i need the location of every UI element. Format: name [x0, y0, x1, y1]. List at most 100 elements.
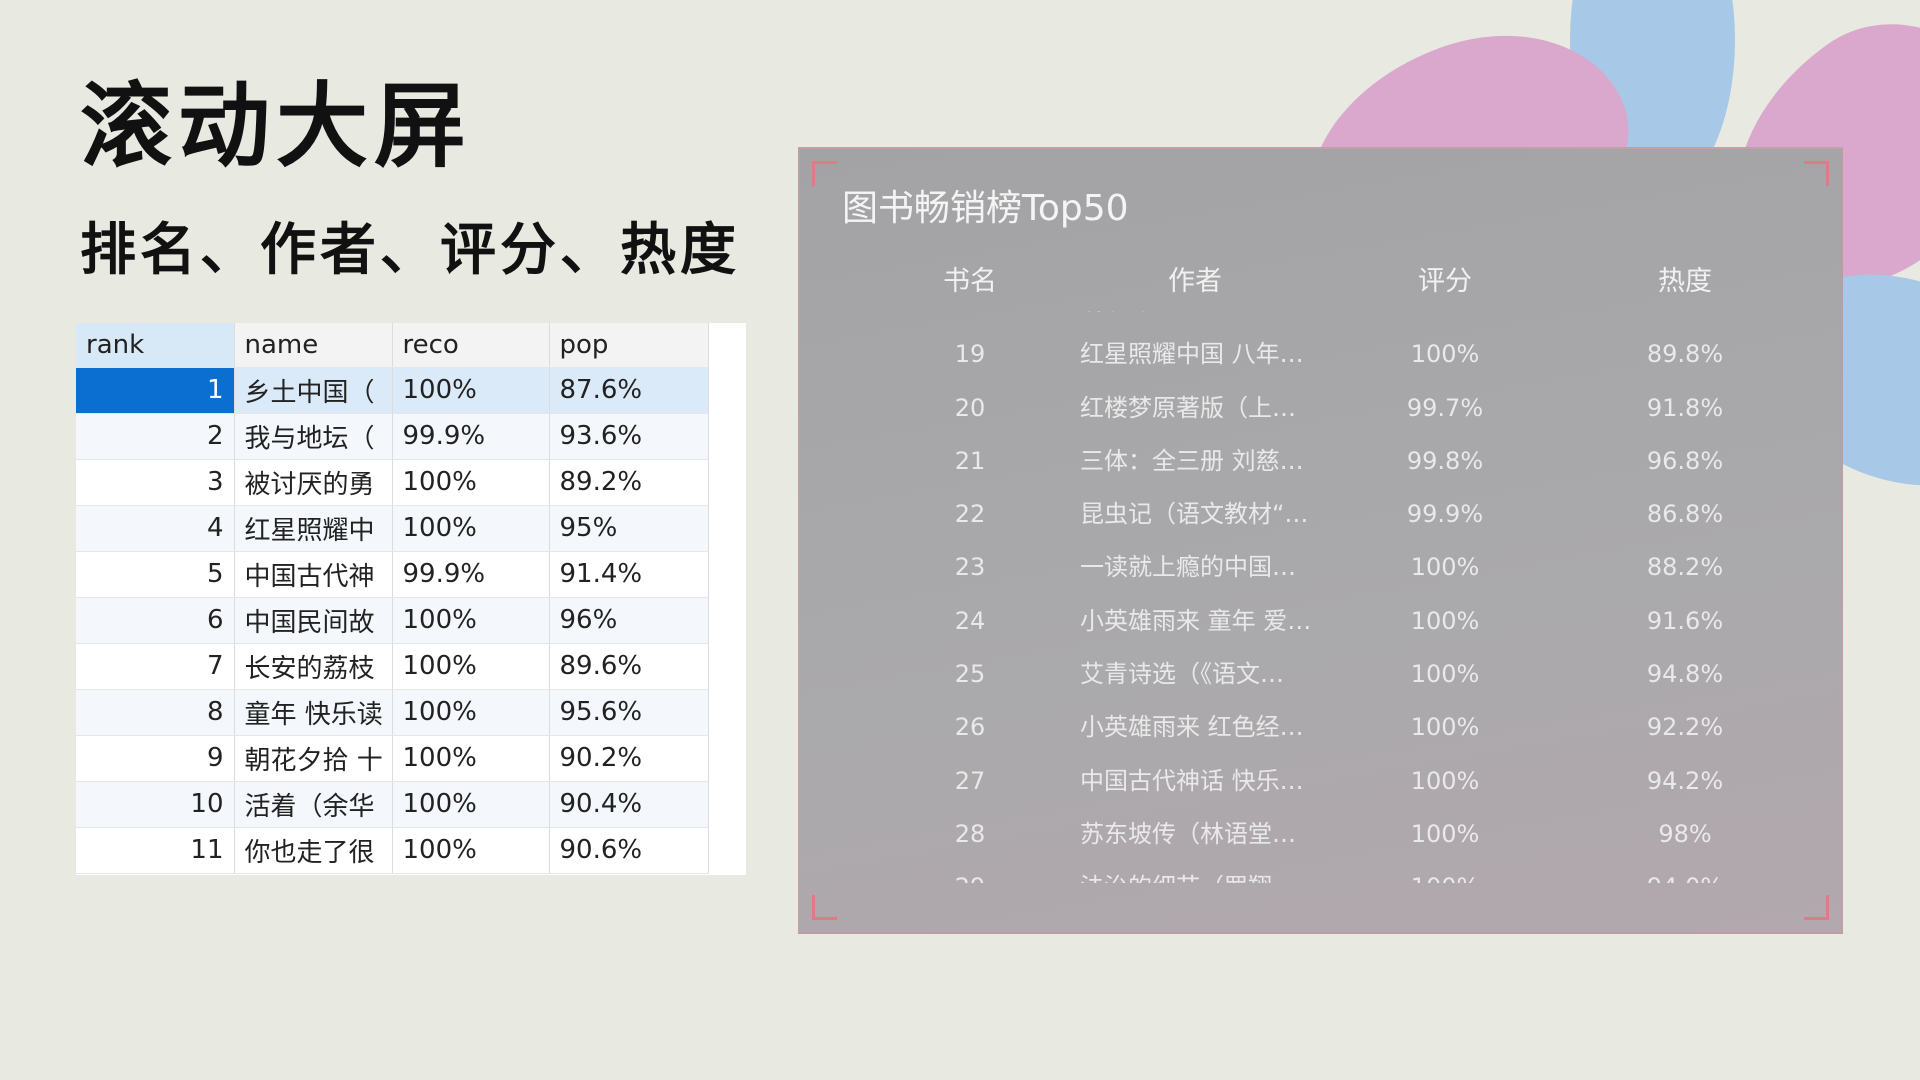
cell-name[interactable]: 朝花夕拾 十	[234, 735, 393, 782]
cell-pop[interactable]: 96%	[549, 597, 709, 644]
dashboard-cell-rank: 19	[954, 340, 986, 369]
dashboard-cell-pop: 96.8%	[1646, 446, 1724, 475]
cell-reco[interactable]: 100%	[392, 827, 550, 874]
cell-name[interactable]: 中国民间故	[234, 597, 393, 644]
dashboard-cell-rank: 26	[954, 713, 986, 742]
cell-pop[interactable]: 89.2%	[549, 459, 709, 506]
cell-pop[interactable]: 90.6%	[549, 827, 709, 874]
cell-name[interactable]: 活着（余华	[234, 781, 393, 828]
cell-pop[interactable]: 90.2%	[549, 735, 709, 782]
table-row[interactable]: 3 被讨厌的勇 100% 89.2%	[76, 459, 709, 506]
dashboard-row: 26 小英雄雨来 红色经… 100% 92.2%	[800, 701, 1841, 754]
cell-rank[interactable]: 10	[76, 781, 235, 828]
dashboard-header-row: 书名 作者 评分 热度	[800, 259, 1841, 309]
dashboard-cell-pop: 94.2%	[1646, 766, 1724, 795]
column-header-rank[interactable]: rank	[76, 323, 235, 368]
grid-header-row: rank name reco pop	[76, 323, 709, 368]
table-row[interactable]: 6 中国民间故 100% 96%	[76, 597, 709, 644]
table-row[interactable]: 11 你也走了很 100% 90.6%	[76, 827, 709, 874]
dashboard-cell-rank: 24	[954, 606, 986, 635]
dashboard-cell-pop: 92.2%	[1646, 713, 1724, 742]
cell-reco[interactable]: 100%	[392, 781, 550, 828]
slide-title: 滚动大屏	[80, 73, 473, 180]
cell-rank[interactable]: 5	[76, 551, 235, 598]
dashboard-cell-pop: 86.8%	[1646, 500, 1724, 529]
cell-reco[interactable]: 100%	[392, 689, 550, 736]
cell-name[interactable]: 被讨厌的勇	[234, 459, 393, 506]
dashboard-cell-name: 小英雄雨来 童年 爱…	[1080, 606, 1312, 635]
cell-reco[interactable]: 99.9%	[392, 413, 550, 460]
cell-rank[interactable]: 11	[76, 827, 235, 874]
cell-rank[interactable]: 3	[76, 459, 235, 506]
dashboard-cell-pop: 94.0%	[1600, 861, 1770, 883]
cell-reco[interactable]: 100%	[392, 505, 550, 552]
column-header-name[interactable]: name	[234, 323, 393, 368]
table-row[interactable]: 10 活着（余华 100% 90.4%	[76, 781, 709, 828]
cell-reco[interactable]: 99.9%	[392, 551, 550, 598]
dashboard-cell-reco: 100%	[1410, 660, 1480, 689]
cell-name[interactable]: 童年 快乐读	[234, 689, 393, 736]
dashboard-row: 22 昆虫记（语文教材“… 99.9% 86.8%	[800, 488, 1841, 541]
dashboard-cell-rank: 27	[954, 766, 986, 795]
cell-name[interactable]: 你也走了很	[234, 827, 393, 874]
cell-pop[interactable]: 90.4%	[549, 781, 709, 828]
cell-rank[interactable]: 9	[76, 735, 235, 782]
cell-rank[interactable]: 6	[76, 597, 235, 644]
table-row[interactable]: 4 红星照耀中 100% 95%	[76, 505, 709, 552]
cell-pop[interactable]: 91.4%	[549, 551, 709, 598]
column-header-reco[interactable]: reco	[392, 323, 550, 368]
cell-rank[interactable]: 8	[76, 689, 235, 736]
cell-reco[interactable]: 100%	[392, 735, 550, 782]
table-row[interactable]: 2 我与地坛（ 99.9% 93.6%	[76, 413, 709, 460]
dashboard-cell-name: 艾青诗选（《语文…	[1080, 660, 1284, 689]
cell-pop[interactable]: 87.6%	[549, 367, 709, 414]
cell-reco[interactable]: 100%	[392, 597, 550, 644]
bestseller-dashboard-panel: 图书畅销榜Top50 书名 作者 评分 热度 18 刷啊评老 2021纪念… 100…	[798, 147, 1843, 934]
cell-name[interactable]: 乡土中国（	[234, 367, 393, 414]
dashboard-row: 25 艾青诗选（《语文… 100% 94.8%	[800, 648, 1841, 701]
cell-rank[interactable]: 7	[76, 643, 235, 690]
cell-pop[interactable]: 95.6%	[549, 689, 709, 736]
dashboard-row: 20 红楼梦原著版（上… 99.7% 91.8%	[800, 382, 1841, 435]
cell-rank[interactable]: 1	[76, 367, 235, 414]
table-row[interactable]: 1 乡土中国（ 100% 87.6%	[76, 367, 709, 414]
dashboard-cell-reco: 100%	[1410, 553, 1480, 582]
table-row[interactable]: 5 中国古代神 99.9% 91.4%	[76, 551, 709, 598]
table-row[interactable]: 9 朝花夕拾 十 100% 90.2%	[76, 735, 709, 782]
dashboard-cell-name: 中国古代神话 快乐…	[1080, 766, 1304, 795]
dashboard-scroll-area[interactable]: 18 刷啊评老 2021纪念… 100% 91.2% 19 红星照耀中国 八年… 100% 8…	[800, 311, 1841, 883]
cell-reco[interactable]: 100%	[392, 643, 550, 690]
dashboard-cell-pop: 91.6%	[1646, 606, 1724, 635]
data-grid-table: rank name reco pop 1 乡土中国（ 100% 87.6% 2 我与地坛（…	[76, 323, 709, 874]
dashboard-row: 29 法治的细节（罗翔… 100% 94.0%	[800, 861, 1841, 883]
dashboard-cell-reco: 100%	[1370, 861, 1520, 883]
dashboard-cell-rank: 20	[954, 393, 986, 422]
cell-reco[interactable]: 100%	[392, 367, 550, 414]
cell-pop[interactable]: 95%	[549, 505, 709, 552]
dashboard-cell-rank: 29	[910, 861, 1030, 883]
cell-rank[interactable]: 4	[76, 505, 235, 552]
dashboard-cell-reco: 100%	[1410, 606, 1480, 635]
data-grid[interactable]: rank name reco pop 1 乡土中国（ 100% 87.6% 2 我与地坛（…	[76, 323, 746, 875]
cell-name[interactable]: 中国古代神	[234, 551, 393, 598]
column-header-pop[interactable]: pop	[549, 323, 709, 368]
cell-rank[interactable]: 2	[76, 413, 235, 460]
table-row[interactable]: 8 童年 快乐读 100% 95.6%	[76, 689, 709, 736]
cell-reco[interactable]: 100%	[392, 459, 550, 506]
table-row[interactable]: 7 长安的荔枝 100% 89.6%	[76, 643, 709, 690]
cell-pop[interactable]: 89.6%	[549, 643, 709, 690]
dashboard-cell-rank: 21	[954, 446, 986, 475]
dashboard-cell-rank: 18	[910, 311, 1030, 328]
dashboard-cell-rank: 25	[954, 660, 986, 689]
corner-decoration	[812, 895, 837, 920]
cell-name[interactable]: 红星照耀中	[234, 505, 393, 552]
cell-pop[interactable]: 93.6%	[549, 413, 709, 460]
dashboard-cell-name: 法治的细节（罗翔…	[1050, 861, 1340, 883]
dashboard-cell-reco: 99.7%	[1406, 393, 1484, 422]
dashboard-cell-rank: 28	[954, 819, 986, 848]
dashboard-row: 19 红星照耀中国 八年… 100% 89.8%	[800, 328, 1841, 381]
dashboard-cell-pop: 88.2%	[1646, 553, 1724, 582]
dashboard-header-heat: 热度	[1658, 266, 1712, 297]
cell-name[interactable]: 长安的荔枝	[234, 643, 393, 690]
cell-name[interactable]: 我与地坛（	[234, 413, 393, 460]
